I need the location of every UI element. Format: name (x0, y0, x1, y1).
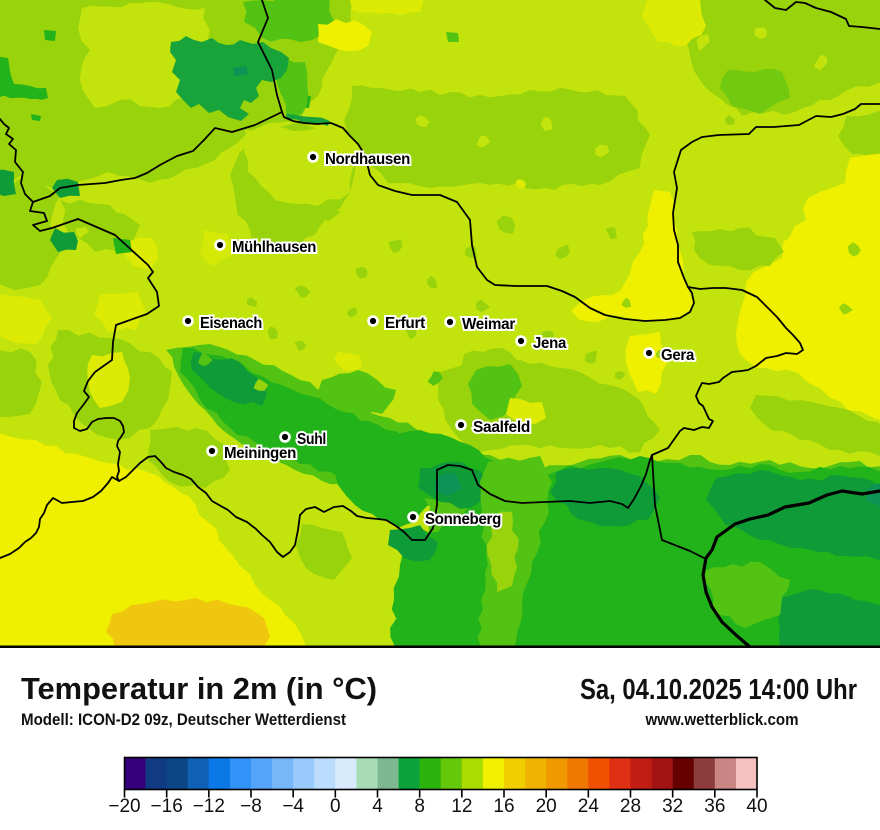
svg-text:Sa, 04.10.2025 14:00 Uhr: Sa, 04.10.2025 14:00 Uhr (580, 674, 857, 706)
svg-text:16: 16 (493, 796, 514, 817)
svg-text:−12: −12 (193, 796, 225, 817)
svg-text:−8: −8 (240, 796, 262, 817)
svg-text:Saalfeld: Saalfeld (473, 419, 530, 436)
svg-text:12: 12 (451, 796, 472, 817)
svg-text:Temperatur in 2m (in °C): Temperatur in 2m (in °C) (21, 671, 377, 706)
svg-text:Gera: Gera (661, 347, 695, 364)
svg-text:32: 32 (662, 796, 683, 817)
svg-text:−4: −4 (282, 796, 304, 817)
svg-text:4: 4 (372, 796, 383, 817)
svg-text:0: 0 (330, 796, 341, 817)
svg-text:Sonneberg: Sonneberg (425, 511, 501, 528)
svg-text:Eisenach: Eisenach (200, 315, 262, 332)
svg-text:−16: −16 (151, 796, 183, 817)
svg-text:Meiningen: Meiningen (224, 445, 296, 462)
svg-text:Suhl: Suhl (297, 431, 326, 448)
svg-text:20: 20 (536, 796, 557, 817)
svg-text:−20: −20 (108, 796, 140, 817)
svg-text:Jena: Jena (533, 335, 567, 352)
svg-text:40: 40 (746, 796, 767, 817)
svg-text:24: 24 (578, 796, 600, 817)
svg-text:28: 28 (620, 796, 641, 817)
svg-text:Weimar: Weimar (462, 316, 515, 333)
svg-text:www.wetterblick.com: www.wetterblick.com (645, 710, 799, 729)
svg-text:36: 36 (704, 796, 725, 817)
svg-text:Nordhausen: Nordhausen (325, 151, 410, 168)
svg-text:Modell: ICON-D2 09z, Deutscher: Modell: ICON-D2 09z, Deutscher Wetterdie… (21, 711, 346, 729)
svg-text:8: 8 (414, 796, 425, 817)
svg-text:Mühlhausen: Mühlhausen (232, 239, 316, 256)
svg-text:Erfurt: Erfurt (385, 315, 425, 332)
